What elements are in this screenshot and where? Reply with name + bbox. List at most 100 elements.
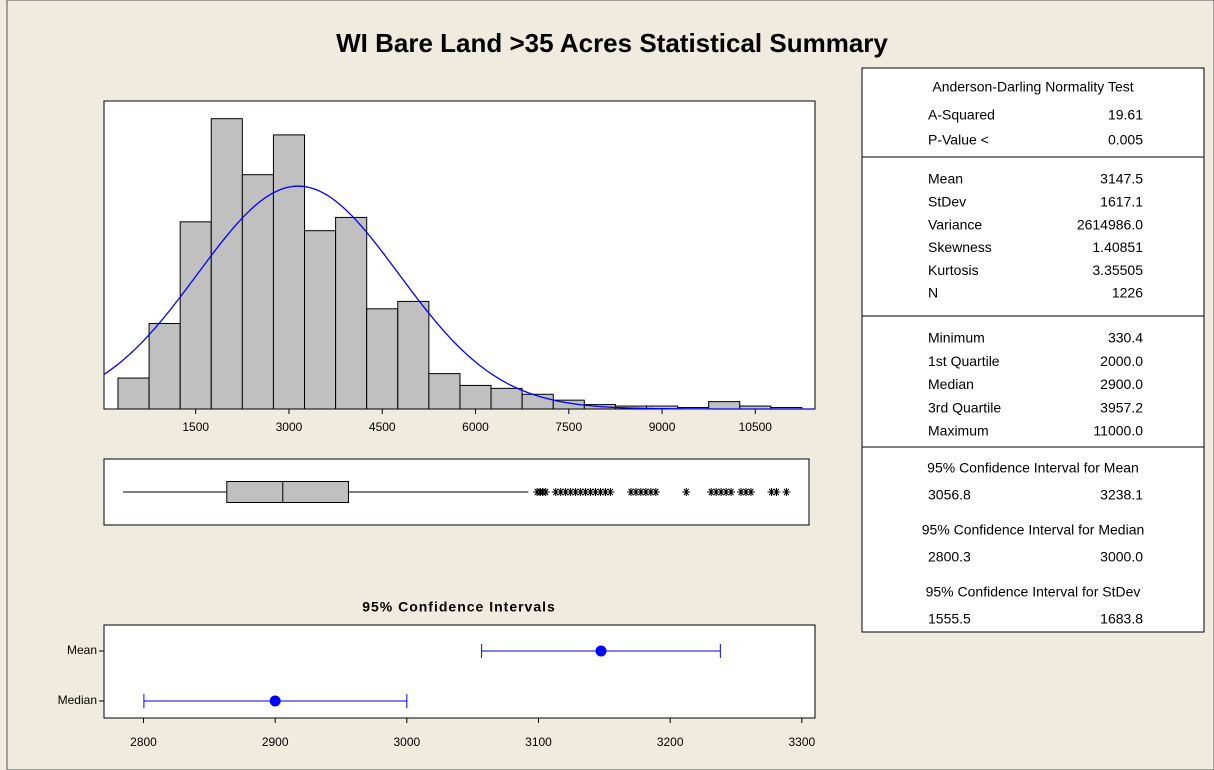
stat-value: 2614986.0 (1077, 216, 1143, 232)
stat-value: 3.35505 (1092, 262, 1143, 278)
interval-heading: 95% Confidence Interval for Mean (927, 460, 1139, 476)
bar (459, 384, 492, 410)
outlier (581, 488, 590, 496)
bar (366, 308, 399, 410)
interval-upper: 3238.1 (1100, 487, 1143, 503)
outlier (626, 488, 635, 496)
interval-lower: 1555.5 (928, 611, 971, 627)
outlier (566, 488, 575, 496)
interval-heading: 95% Confidence Interval for StDev (926, 584, 1141, 600)
x-tick-label: 1500 (182, 420, 209, 434)
interval-frame (103, 624, 816, 719)
interval-lower: 3056.8 (928, 487, 971, 503)
x-tick-label: 10500 (739, 420, 773, 434)
x-tick-label: 6000 (462, 420, 489, 434)
bar (210, 118, 243, 410)
stat-label: Minimum (928, 330, 985, 346)
bar (272, 134, 306, 410)
outlier (727, 488, 736, 496)
outlier (712, 488, 721, 496)
stat-label: StDev (928, 194, 966, 210)
stat-value: 11000.0 (1093, 423, 1143, 439)
y-tick-label: Median (58, 693, 97, 707)
outlier (737, 488, 746, 496)
outlier (551, 488, 560, 496)
x-tick-label: 7500 (555, 420, 582, 434)
x-tick-label: 3200 (657, 735, 684, 749)
outlier (576, 488, 585, 496)
x-tick-label: 9000 (649, 420, 676, 434)
interval-heading: 95% Confidence Interval for Median (922, 522, 1145, 538)
outlier (606, 488, 615, 496)
stat-value: 1.40851 (1092, 239, 1143, 255)
stat-value: 1226 (1112, 285, 1143, 301)
outlier (596, 488, 605, 496)
stat-label: Skewness (928, 239, 992, 255)
stat-value: 19.61 (1108, 107, 1143, 123)
stat-label: 1st Quartile (928, 353, 1000, 369)
estimate-point (269, 695, 281, 707)
bar (335, 216, 368, 410)
stat-label: Variance (928, 216, 982, 232)
stat-value: 0.005 (1108, 132, 1143, 148)
bar (179, 221, 212, 410)
x-tick-label: 2800 (130, 735, 157, 749)
normal-curve (103, 185, 814, 410)
interval-lower: 2800.3 (928, 549, 971, 565)
bar (708, 401, 741, 410)
summary-table (861, 67, 1205, 633)
outlier (541, 488, 550, 496)
bar (304, 230, 337, 410)
section-title: Anderson-Darling Normality Test (932, 79, 1133, 95)
chart-title: WI Bare Land >35 Acres Statistical Summa… (336, 28, 888, 58)
outlier (682, 488, 691, 496)
outlier (631, 488, 640, 496)
outlier (591, 488, 600, 496)
box (226, 481, 349, 503)
estimate-point (595, 645, 607, 657)
outlier (586, 488, 595, 496)
outlier (767, 488, 776, 496)
bar (117, 377, 150, 410)
bar (397, 300, 430, 410)
outlier (782, 488, 791, 496)
stat-label: 3rd Quartile (928, 399, 1001, 415)
interval-title: 95% Confidence Intervals (362, 599, 556, 615)
outlier (646, 488, 655, 496)
stat-label: N (928, 285, 938, 301)
outlier (556, 488, 565, 496)
stat-value: 1617.1 (1100, 194, 1143, 210)
stat-label: Mean (928, 171, 963, 187)
x-tick-label: 3000 (393, 735, 420, 749)
outlier (741, 488, 750, 496)
outlier (707, 488, 716, 496)
x-tick-label: 3300 (788, 735, 815, 749)
stat-value: 2900.0 (1100, 376, 1143, 392)
stat-value: 330.4 (1108, 330, 1143, 346)
interval-upper: 1683.8 (1100, 611, 1143, 627)
outlier (636, 488, 645, 496)
y-tick-label: Mean (67, 643, 97, 657)
outlier (641, 488, 650, 496)
outlier (651, 488, 660, 496)
outlier (772, 488, 781, 496)
x-tick-label: 4500 (369, 420, 396, 434)
stat-label: A-Squared (928, 107, 995, 123)
bar (241, 174, 274, 410)
outlier (601, 488, 610, 496)
stat-value: 2000.0 (1100, 353, 1143, 369)
stat-label: P-Value < (928, 132, 989, 148)
x-tick-label: 3000 (276, 420, 303, 434)
bar (490, 387, 523, 410)
interval-upper: 3000.0 (1100, 549, 1143, 565)
stat-label: Maximum (928, 423, 989, 439)
bar (428, 373, 461, 410)
outlier (561, 488, 570, 496)
outlier (746, 488, 755, 496)
outlier (571, 488, 580, 496)
outlier (722, 488, 731, 496)
stat-value: 3957.2 (1100, 399, 1143, 415)
x-tick-label: 3100 (525, 735, 552, 749)
